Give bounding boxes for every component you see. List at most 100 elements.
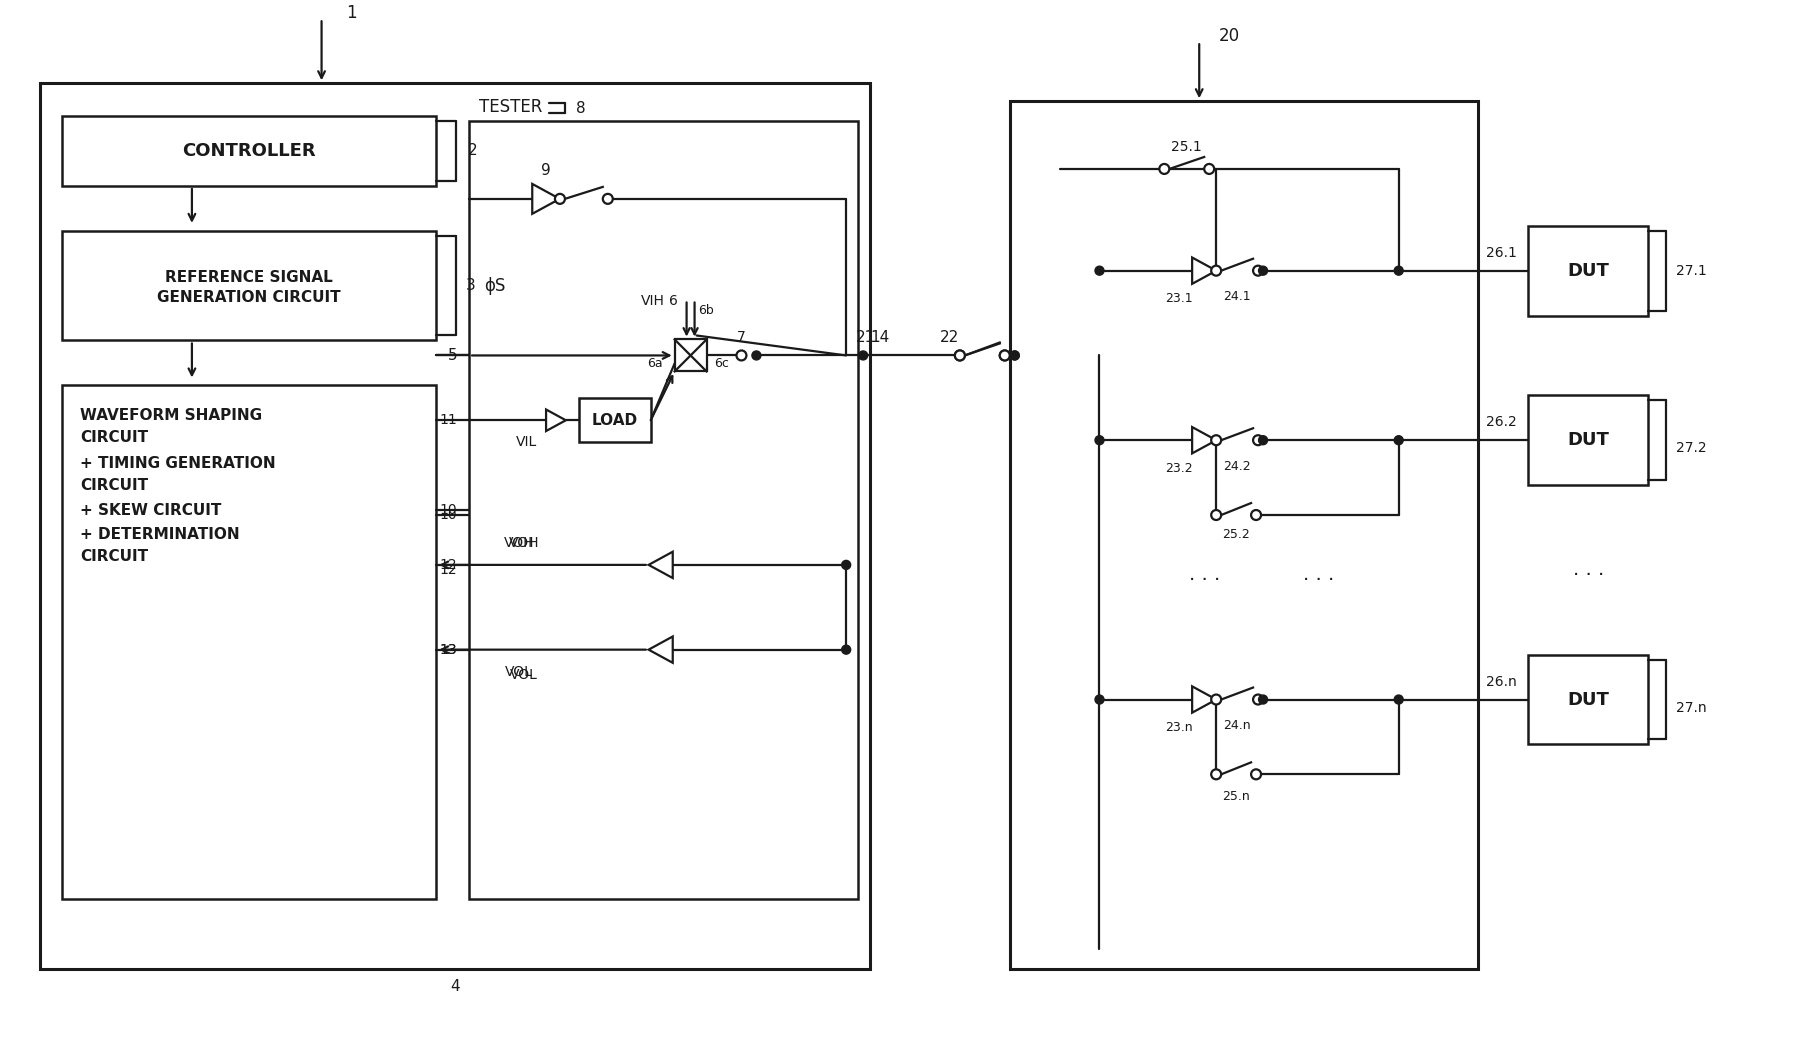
Text: CIRCUIT: CIRCUIT	[80, 550, 149, 564]
Text: 22: 22	[940, 330, 960, 345]
Text: 12: 12	[440, 558, 456, 572]
Text: 10: 10	[440, 503, 456, 517]
Text: ϕS: ϕS	[484, 276, 505, 294]
Text: CIRCUIT: CIRCUIT	[80, 478, 149, 492]
Circle shape	[1204, 164, 1214, 174]
Bar	[62, 385, 436, 899]
Circle shape	[554, 194, 565, 203]
Polygon shape	[545, 410, 565, 431]
Circle shape	[1253, 695, 1264, 704]
Polygon shape	[649, 636, 673, 662]
Circle shape	[1253, 266, 1264, 275]
Circle shape	[842, 646, 851, 654]
Bar	[1529, 655, 1649, 745]
Text: REFERENCE SIGNAL: REFERENCE SIGNAL	[165, 270, 333, 285]
Text: 25.2: 25.2	[1222, 529, 1251, 541]
Polygon shape	[1193, 686, 1216, 712]
Circle shape	[1000, 350, 1009, 361]
Text: VOH: VOH	[504, 536, 534, 550]
Text: 23.2: 23.2	[1165, 462, 1193, 475]
Circle shape	[1211, 435, 1222, 445]
Polygon shape	[649, 552, 673, 578]
Circle shape	[1011, 350, 1020, 360]
Text: 25.1: 25.1	[1171, 140, 1202, 154]
Bar	[62, 231, 436, 340]
Circle shape	[954, 350, 965, 361]
Circle shape	[1251, 770, 1262, 779]
Text: VIL: VIL	[514, 435, 536, 450]
Text: + DETERMINATION: + DETERMINATION	[80, 528, 240, 542]
Bar	[578, 398, 651, 442]
Circle shape	[1258, 695, 1267, 704]
Text: 5: 5	[447, 348, 456, 363]
Text: 6: 6	[669, 293, 678, 308]
Text: 10: 10	[440, 508, 456, 522]
Text: 20: 20	[1220, 27, 1240, 45]
Text: VOL: VOL	[505, 664, 533, 679]
Text: VIH: VIH	[640, 293, 665, 308]
Text: 23.1: 23.1	[1165, 292, 1193, 306]
Text: 13: 13	[440, 642, 456, 657]
Text: 11: 11	[440, 413, 456, 428]
Text: 24.2: 24.2	[1224, 460, 1251, 472]
Text: 3: 3	[465, 278, 476, 293]
Circle shape	[1211, 266, 1222, 275]
Circle shape	[1211, 770, 1222, 779]
Text: 23.n: 23.n	[1165, 721, 1193, 734]
Text: . . .: . . .	[1189, 565, 1220, 584]
Text: 25.n: 25.n	[1222, 790, 1251, 803]
Text: 9: 9	[542, 164, 551, 178]
Bar	[469, 121, 858, 899]
Circle shape	[1011, 350, 1020, 360]
Text: 8: 8	[576, 100, 585, 116]
Text: VOL: VOL	[511, 668, 538, 681]
Text: 27.2: 27.2	[1676, 441, 1707, 455]
Text: 7: 7	[736, 331, 745, 344]
Circle shape	[1258, 266, 1267, 275]
Polygon shape	[1193, 258, 1216, 284]
Text: + TIMING GENERATION: + TIMING GENERATION	[80, 456, 276, 470]
Circle shape	[842, 560, 851, 569]
Text: . . .: . . .	[1573, 560, 1603, 579]
Circle shape	[1253, 435, 1264, 445]
Text: DUT: DUT	[1567, 262, 1609, 280]
Circle shape	[1251, 510, 1262, 520]
Text: DUT: DUT	[1567, 431, 1609, 450]
Text: 12: 12	[440, 563, 456, 577]
Text: 24.n: 24.n	[1224, 719, 1251, 732]
Circle shape	[1211, 510, 1222, 520]
Text: WAVEFORM SHAPING: WAVEFORM SHAPING	[80, 408, 262, 422]
Circle shape	[1394, 695, 1403, 704]
Text: 21: 21	[856, 330, 874, 345]
Text: 2: 2	[469, 144, 478, 159]
Bar	[674, 339, 707, 371]
Bar	[62, 116, 436, 186]
Circle shape	[1094, 266, 1104, 275]
Text: 6c: 6c	[714, 357, 729, 370]
Text: 6b: 6b	[698, 305, 714, 317]
Circle shape	[1000, 350, 1009, 361]
Text: LOAD: LOAD	[591, 413, 638, 428]
Text: 26.2: 26.2	[1487, 415, 1518, 430]
Text: 14: 14	[871, 330, 889, 345]
Text: DUT: DUT	[1567, 690, 1609, 708]
Circle shape	[1394, 266, 1403, 275]
Text: 13: 13	[440, 642, 456, 657]
Text: TESTER: TESTER	[480, 98, 542, 116]
Text: 6a: 6a	[647, 357, 662, 370]
Text: 1: 1	[347, 4, 356, 22]
Circle shape	[1211, 695, 1222, 704]
Text: 26.1: 26.1	[1487, 246, 1518, 260]
Text: CIRCUIT: CIRCUIT	[80, 430, 149, 444]
Bar	[1009, 101, 1478, 969]
Circle shape	[1258, 436, 1267, 444]
Text: + SKEW CIRCUIT: + SKEW CIRCUIT	[80, 503, 222, 517]
Polygon shape	[1193, 427, 1216, 454]
Text: 27.1: 27.1	[1676, 264, 1707, 277]
Circle shape	[858, 350, 867, 360]
Polygon shape	[533, 184, 560, 214]
Bar	[1529, 225, 1649, 316]
Text: 24.1: 24.1	[1224, 290, 1251, 304]
Bar	[40, 83, 871, 969]
Circle shape	[1094, 695, 1104, 704]
